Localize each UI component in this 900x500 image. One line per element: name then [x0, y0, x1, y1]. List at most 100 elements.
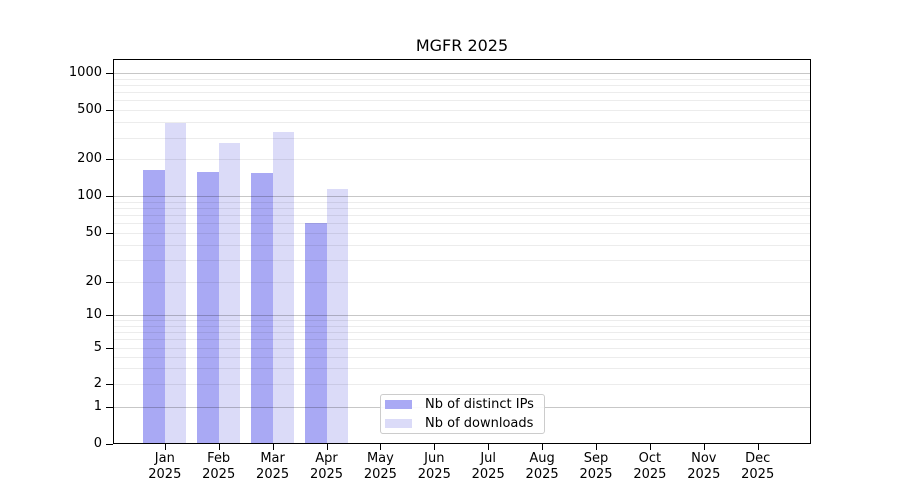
- x-tick-label-line: 2025: [309, 466, 344, 482]
- x-tick-label: Nov 2025: [674, 451, 734, 482]
- gridline-minor: [114, 320, 810, 322]
- x-tick: [596, 444, 597, 450]
- bar-downloads: [272, 132, 295, 444]
- y-tick-label: 20: [85, 273, 102, 289]
- gridline-minor: [114, 260, 810, 261]
- x-tick-label: Mar 2025: [243, 451, 303, 482]
- x-tick-label: May 2025: [350, 451, 410, 482]
- x-tick-label-line: Mar: [260, 451, 285, 466]
- y-tick-label: 50: [85, 224, 102, 240]
- x-tick-label-line: 2025: [256, 466, 290, 482]
- x-tick-label-line: 2025: [579, 466, 613, 482]
- x-tick-label-line: Jul: [480, 451, 497, 466]
- gridline-minor: [114, 384, 810, 386]
- bar-downloads: [218, 142, 241, 444]
- x-tick-label: Feb 2025: [189, 451, 249, 482]
- x-tick: [542, 444, 544, 450]
- gridline-minor: [114, 232, 810, 234]
- gridline-minor: [114, 244, 810, 246]
- y-tick-label: 1000: [68, 65, 102, 81]
- gridline-minor: [114, 339, 810, 341]
- bar-downloads: [164, 123, 187, 444]
- gridline-minor: [114, 92, 810, 94]
- bar-distinct-ips: [305, 223, 327, 444]
- x-tick-label: Sep 2025: [566, 451, 626, 482]
- y-tick-label: 0: [93, 436, 102, 452]
- x-tick-label: Oct 2025: [620, 451, 680, 482]
- chart-title: MGFR 2025: [415, 36, 509, 55]
- y-tick: [106, 232, 113, 234]
- x-tick-label-line: Apr: [315, 451, 338, 466]
- gridline-minor: [114, 332, 810, 333]
- x-tick-label-line: Sep: [583, 451, 609, 466]
- gridline-major: [114, 196, 810, 197]
- y-tick-label: 5: [93, 339, 102, 355]
- x-tick-label-line: Feb: [207, 451, 231, 466]
- y-tick-label: 200: [77, 151, 102, 167]
- x-tick-label-line: Jun: [424, 451, 445, 466]
- x-tick: [757, 444, 759, 450]
- gridline-minor: [114, 122, 810, 123]
- x-tick: [326, 444, 328, 450]
- x-tick-label-line: Oct: [638, 451, 662, 466]
- y-tick-label: 1: [93, 398, 102, 414]
- gridline-minor: [114, 85, 810, 87]
- legend-swatch-downloads: [385, 419, 412, 428]
- x-tick-label: Aug 2025: [512, 451, 572, 482]
- y-tick: [106, 196, 113, 197]
- legend-item-downloads: Nb of downloads: [385, 414, 544, 433]
- x-tick-label-line: 2025: [417, 466, 451, 482]
- y-tick-label: 10: [85, 307, 102, 323]
- gridline-minor: [114, 207, 810, 209]
- x-tick-label-line: 2025: [148, 466, 182, 482]
- y-tick: [106, 159, 113, 161]
- bar-distinct-ips: [251, 173, 273, 444]
- gridline-minor: [114, 223, 810, 224]
- gridline-minor: [114, 78, 810, 80]
- bar-distinct-ips: [143, 170, 165, 444]
- legend-item-distinct-ips: Nb of distinct IPs: [385, 395, 544, 414]
- y-tick: [106, 315, 113, 317]
- bar-downloads: [326, 188, 348, 444]
- x-tick-label-line: Aug: [529, 451, 555, 466]
- x-tick-label-line: 2025: [525, 466, 559, 482]
- x-tick: [380, 444, 382, 450]
- bar-distinct-ips: [197, 172, 219, 444]
- x-tick-label: Dec 2025: [728, 451, 788, 482]
- x-tick: [649, 444, 651, 450]
- x-tick-label-line: 2025: [633, 466, 667, 482]
- x-tick: [218, 444, 220, 450]
- x-tick-label: Apr 2025: [297, 451, 357, 482]
- y-tick: [106, 110, 113, 111]
- y-tick-label: 100: [77, 188, 102, 203]
- gridline-major: [114, 315, 810, 317]
- y-tick: [106, 281, 113, 283]
- gridline-minor: [114, 201, 810, 203]
- x-tick-label-line: 2025: [687, 466, 721, 482]
- x-tick-label: Jun 2025: [404, 451, 464, 482]
- gridline-minor: [114, 368, 810, 370]
- x-tick: [703, 444, 705, 450]
- legend-label: Nb of downloads: [425, 416, 534, 431]
- gridline-major: [114, 73, 810, 75]
- legend-swatch-distinct-ips: [385, 400, 412, 409]
- y-tick: [106, 384, 113, 386]
- x-tick-label-line: 2025: [363, 466, 397, 482]
- legend-label: Nb of distinct IPs: [425, 397, 534, 412]
- gridline-minor: [114, 214, 810, 216]
- gridline-minor: [114, 137, 810, 139]
- x-tick-label-line: 2025: [741, 466, 775, 482]
- x-tick: [272, 444, 274, 450]
- y-tick: [106, 73, 113, 75]
- gridline-minor: [114, 110, 810, 111]
- legend: Nb of distinct IPs Nb of downloads: [380, 394, 545, 434]
- x-tick-label: Jul 2025: [458, 451, 518, 482]
- gridline-minor: [114, 347, 810, 349]
- gridline-minor: [114, 100, 810, 102]
- gridline-minor: [114, 159, 810, 161]
- x-tick-label-line: 2025: [471, 466, 505, 482]
- y-tick: [106, 406, 113, 408]
- y-tick: [106, 444, 113, 446]
- gridline-minor: [114, 356, 810, 358]
- x-tick-label: Jan 2025: [135, 451, 195, 482]
